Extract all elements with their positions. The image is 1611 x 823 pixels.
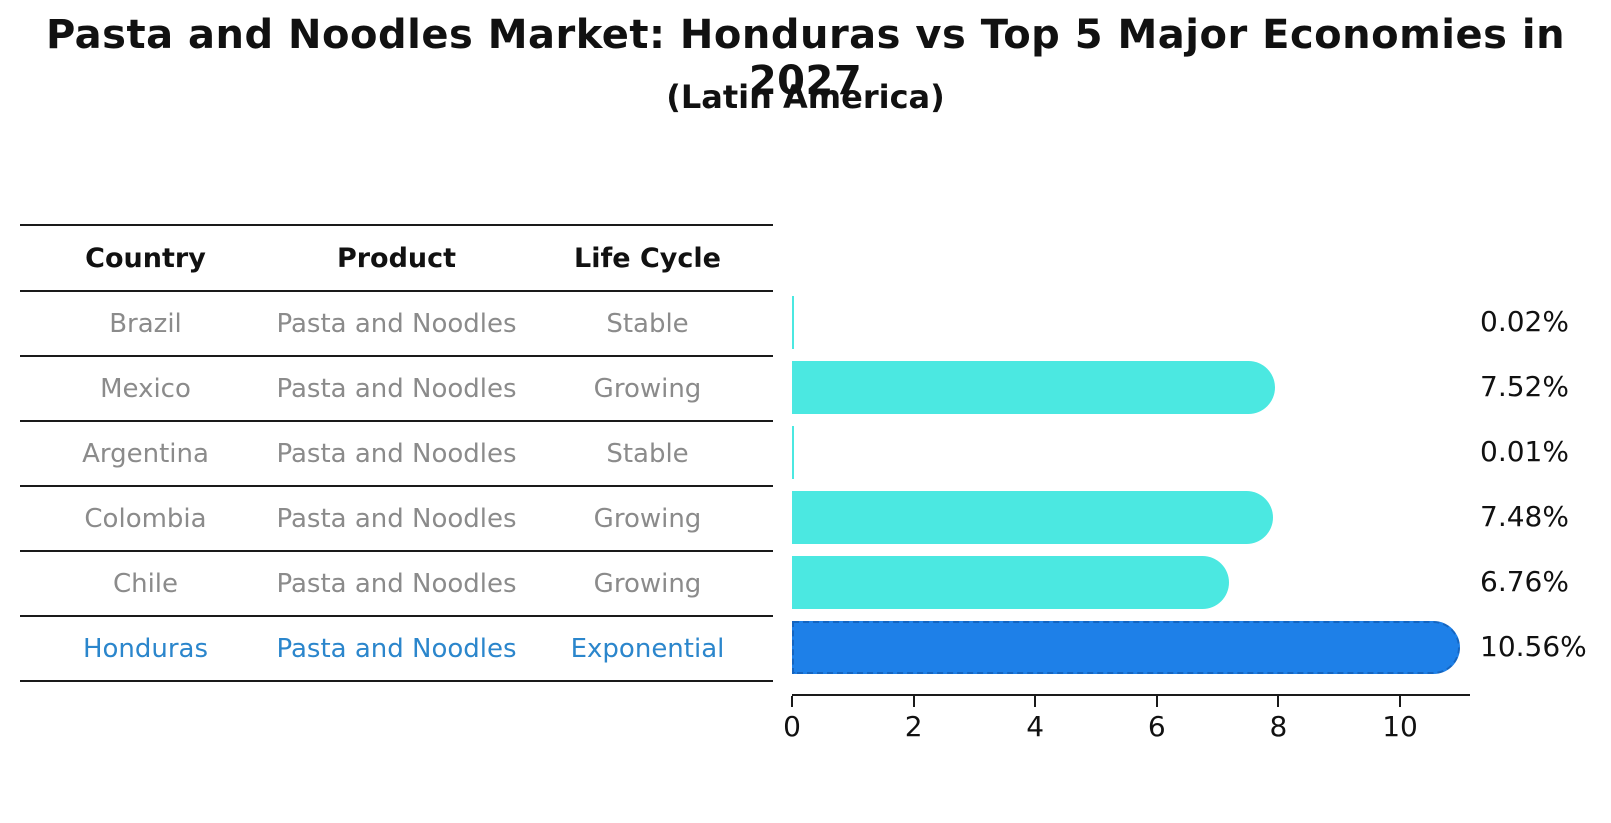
table-row: Honduras Pasta and Noodles Exponential (20, 617, 773, 682)
value-label: 6.76% (1480, 565, 1569, 598)
table-cell: Pasta and Noodles (276, 568, 517, 599)
x-axis-line (792, 694, 1470, 696)
table-cell: Pasta and Noodles (276, 308, 517, 339)
bar (792, 491, 1273, 544)
value-label: 7.48% (1480, 500, 1569, 533)
table-cell: Exponential (570, 633, 725, 664)
bar (792, 361, 1276, 414)
table-cell: Growing (593, 568, 702, 599)
value-label: 0.02% (1480, 305, 1569, 338)
table-row: Argentina Pasta and Noodles Stable (20, 422, 773, 487)
x-axis-tick-label: 10 (1382, 710, 1418, 743)
table-cell: Pasta and Noodles (276, 438, 517, 469)
x-axis-tick-label: 0 (783, 710, 801, 743)
table-cell: Colombia (84, 503, 207, 534)
value-label: 10.56% (1480, 630, 1587, 663)
x-axis-tick (1155, 696, 1158, 707)
bar (792, 556, 1230, 609)
table-header-row: Country Product Life Cycle (20, 226, 773, 292)
chart-subtitle: (Latin America) (666, 78, 945, 116)
x-axis-tick (1277, 696, 1280, 707)
bar (792, 426, 794, 479)
table-cell: Chile (112, 568, 179, 599)
table-cell: Pasta and Noodles (276, 373, 517, 404)
table-cell: Brazil (109, 308, 182, 339)
table-cell: Stable (606, 308, 689, 339)
x-axis-tick (912, 696, 915, 707)
table-row: Brazil Pasta and Noodles Stable (20, 292, 773, 357)
value-label: 7.52% (1480, 370, 1569, 403)
x-axis-tick (1034, 696, 1037, 707)
country-comparison-table: Country Product Life Cycle Brazil Pasta and… (20, 224, 773, 682)
table-header-cell: Life Cycle (574, 242, 721, 274)
bar (792, 296, 794, 349)
table-cell: Honduras (82, 633, 209, 664)
chart-title: Pasta and Noodles Market: Honduras vs To… (45, 12, 1566, 104)
x-axis-tick-label: 2 (904, 710, 923, 743)
x-axis-tick-label: 4 (1026, 710, 1045, 743)
x-axis-tick-label: 8 (1269, 710, 1288, 743)
table-cell: Mexico (100, 373, 191, 404)
x-axis-tick (1399, 696, 1402, 707)
value-label: 0.01% (1480, 435, 1569, 468)
table-row: Mexico Pasta and Noodles Growing (20, 357, 773, 422)
x-axis-tick (791, 696, 793, 707)
table-cell: Argentina (82, 438, 209, 469)
table-cell: Pasta and Noodles (276, 633, 517, 664)
table-row: Chile Pasta and Noodles Growing (20, 552, 773, 617)
table-cell: Growing (593, 503, 702, 534)
table-cell: Growing (593, 373, 702, 404)
table-body: Brazil Pasta and Noodles Stable Mexico Pasta… (20, 292, 773, 682)
table-header-cell: Product (336, 242, 457, 274)
x-axis-tick-label: 6 (1147, 710, 1166, 743)
table-row: Colombia Pasta and Noodles Growing (20, 487, 773, 552)
table-cell: Stable (606, 438, 689, 469)
bar-highlight (792, 621, 1461, 674)
table-cell: Pasta and Noodles (276, 503, 517, 534)
table-header-cell: Country (85, 242, 206, 274)
